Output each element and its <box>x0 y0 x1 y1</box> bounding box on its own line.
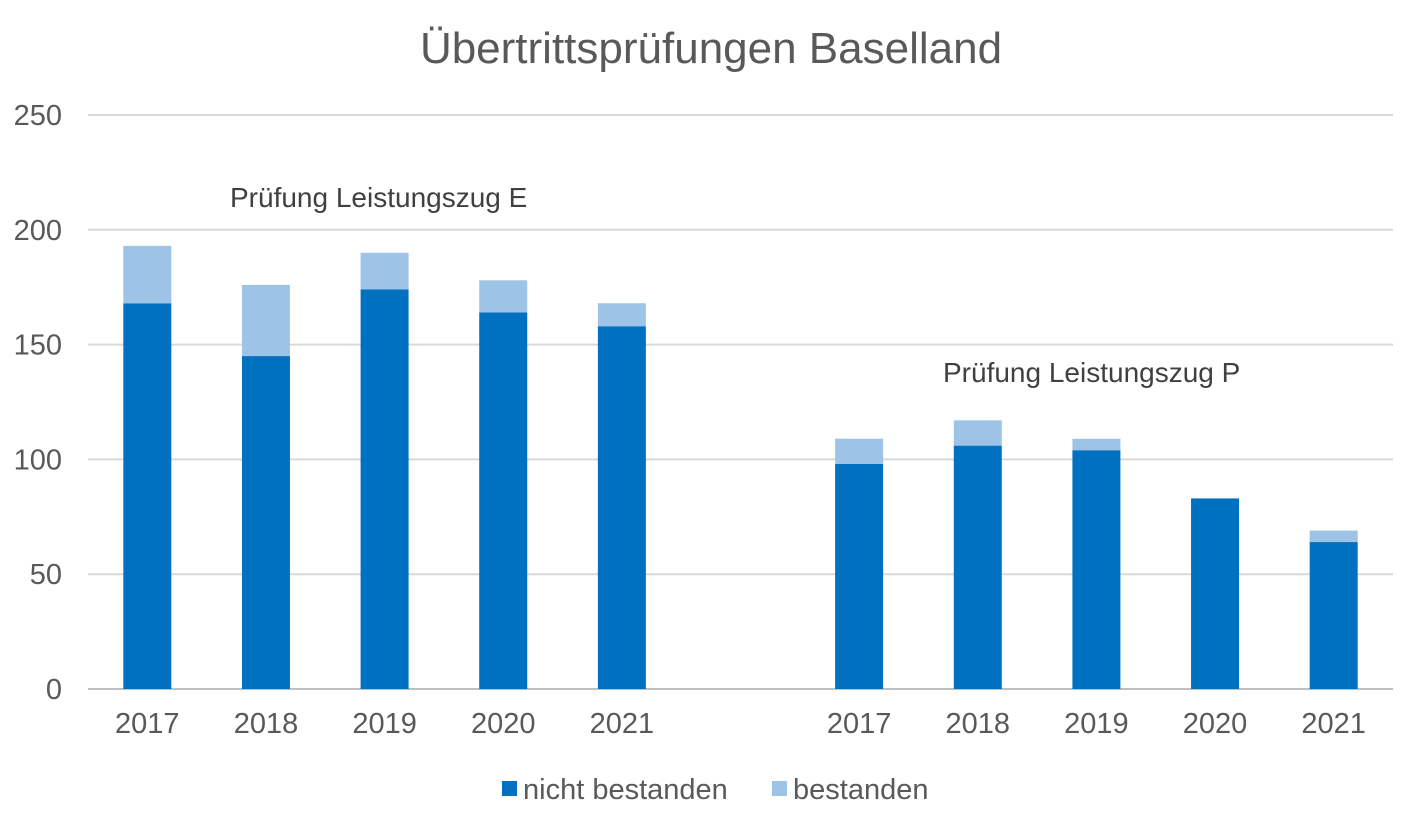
bar-nicht-bestanden-2017 <box>123 303 172 689</box>
bar-nicht-bestanden-2019 <box>1072 450 1121 689</box>
x-tick-label: 2021 <box>1301 708 1366 740</box>
bar-nicht-bestanden-2020 <box>479 312 528 689</box>
legend-label-nicht-bestanden: nicht bestanden <box>523 774 728 806</box>
bar-nicht-bestanden-2021 <box>597 326 646 689</box>
y-tick-label: 100 <box>14 444 62 476</box>
group-label-e: Prüfung Leistungszug E <box>230 182 527 213</box>
legend: nicht bestanden bestanden <box>502 774 928 806</box>
x-tick-label: 2019 <box>352 708 417 740</box>
bar-bestanden-2017 <box>835 438 884 464</box>
x-axis-ticks: 2017 2018 2019 2020 2021 2017 2018 2019 2020 2021 <box>115 708 1366 740</box>
bar-bestanden-2021 <box>1309 530 1358 543</box>
chart-title: Übertrittsprüfungen Baselland <box>420 24 1002 73</box>
x-tick-label: 2017 <box>115 708 180 740</box>
bar-bestanden-2020 <box>479 280 528 313</box>
y-tick-label: 200 <box>14 215 62 247</box>
bar-bestanden-2018 <box>241 284 290 357</box>
y-tick-label: 150 <box>14 330 62 362</box>
bar-bestanden-2017 <box>123 245 172 304</box>
y-axis-ticks: 0 50 100 150 200 250 <box>14 100 62 706</box>
bar-nicht-bestanden-2019 <box>360 289 409 689</box>
x-tick-label: 2020 <box>1183 708 1248 740</box>
x-tick-label: 2017 <box>827 708 892 740</box>
y-tick-label: 250 <box>14 100 62 132</box>
x-tick-label: 2019 <box>1064 708 1129 740</box>
bar-nicht-bestanden-2018 <box>953 445 1002 689</box>
bar-nicht-bestanden-2020 <box>1191 498 1240 689</box>
bar-bestanden-2021 <box>597 303 646 327</box>
bar-nicht-bestanden-2021 <box>1309 542 1358 689</box>
x-tick-label: 2018 <box>946 708 1011 740</box>
bar-bestanden-2018 <box>953 420 1002 446</box>
bars <box>123 245 1358 689</box>
legend-swatch-bestanden <box>772 781 787 796</box>
gridlines <box>88 114 1393 690</box>
y-tick-label: 50 <box>30 559 62 591</box>
x-tick-label: 2020 <box>471 708 536 740</box>
x-tick-label: 2018 <box>234 708 299 740</box>
group-label-p: Prüfung Leistungszug P <box>943 357 1240 388</box>
x-tick-label: 2021 <box>590 708 655 740</box>
bar-bestanden-2019 <box>1072 438 1121 451</box>
bar-nicht-bestanden-2018 <box>241 356 290 689</box>
y-tick-label: 0 <box>46 674 62 706</box>
bar-nicht-bestanden-2017 <box>835 463 884 689</box>
legend-label-bestanden: bestanden <box>793 774 928 806</box>
legend-swatch-nicht-bestanden <box>502 781 517 796</box>
bar-bestanden-2019 <box>360 252 409 290</box>
